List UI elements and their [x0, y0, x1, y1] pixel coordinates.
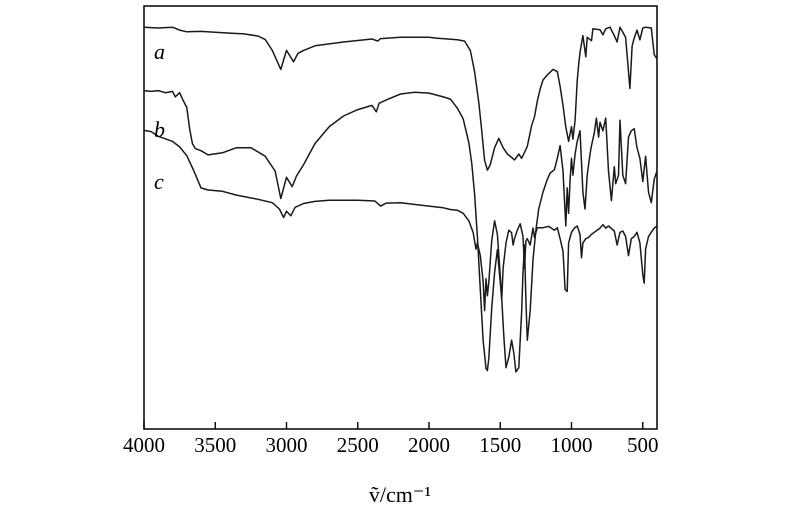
labels-layer: a b c — [154, 39, 165, 194]
x-tick-label-3000: 3000 — [266, 433, 308, 457]
plot-frame — [143, 5, 658, 430]
series-layer — [143, 26, 658, 373]
x-tick-label-2500: 2500 — [337, 433, 379, 457]
x-tick-label-1000: 1000 — [551, 433, 593, 457]
x-tick-label-3500: 3500 — [194, 433, 236, 457]
series-line-c — [143, 129, 658, 312]
x-tick-label-500: 500 — [627, 433, 659, 457]
series-label-c: c — [154, 169, 164, 194]
x-tick-label-2000: 2000 — [408, 433, 450, 457]
x-tick-label-1500: 1500 — [479, 433, 521, 457]
ticks-layer: 4000 3500 3000 2500 2000 1500 1000 500 — [123, 422, 659, 457]
series-label-b: b — [154, 117, 165, 142]
series-line-a — [143, 26, 658, 171]
series-line-b — [143, 89, 658, 373]
x-axis-label: ṽ/cm⁻¹ — [369, 482, 431, 507]
series-label-a: a — [154, 39, 165, 64]
x-tick-label-4000: 4000 — [123, 433, 165, 457]
